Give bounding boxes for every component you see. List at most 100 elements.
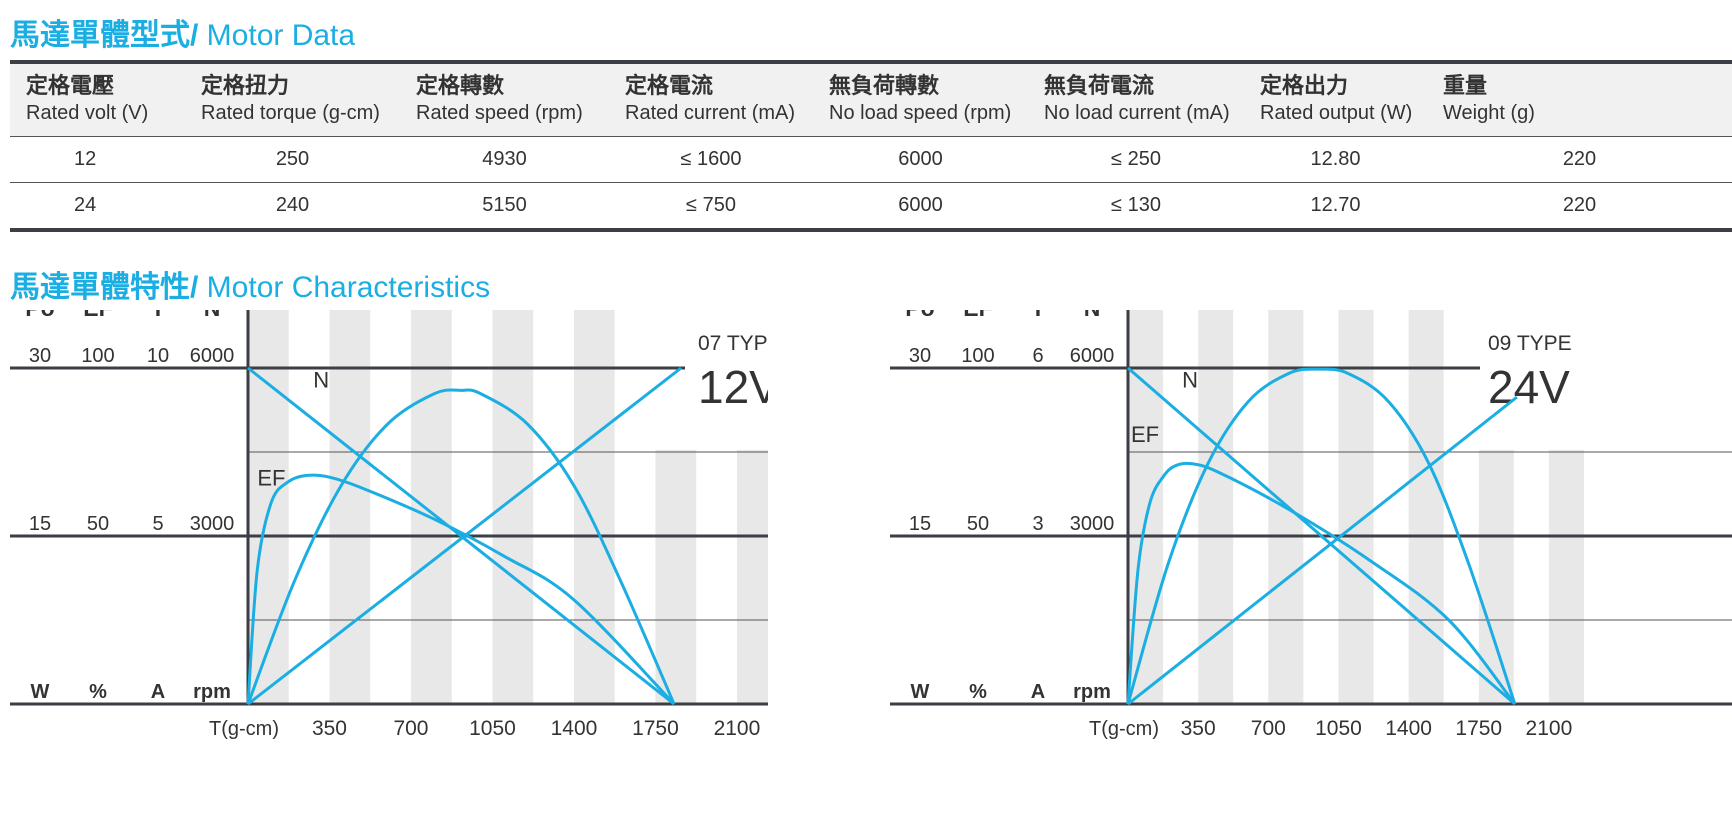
x-axis-label: T(g-cm) [209, 718, 279, 740]
table-header: 定格出力 Rated output (W) [1244, 60, 1427, 137]
series-line-ef [246, 473, 676, 706]
header-label-zh: 重量 [1443, 73, 1488, 98]
x-tick-label: 700 [393, 717, 428, 740]
table-cell: 220 [1427, 182, 1732, 232]
axis-mid-value: 3 [1032, 513, 1043, 535]
axis-top-value: 10 [147, 345, 169, 367]
header-label-en: No load current (mA) [1044, 102, 1230, 124]
header-label-en: Rated speed (rpm) [416, 102, 583, 124]
axis-top-value: 6 [1032, 345, 1043, 367]
grid-stripe [1548, 450, 1584, 704]
axis-top-value: 6000 [1070, 345, 1115, 367]
header-label-en: Rated volt (V) [26, 102, 149, 124]
header-label-en: Rated output (W) [1260, 102, 1413, 124]
axis-unit: W [911, 681, 930, 703]
table-cell: 5150 [400, 182, 609, 232]
table-cell: 24 [10, 182, 185, 232]
series-label-n: N [1182, 368, 1198, 393]
table-cell: 12.80 [1244, 136, 1427, 183]
axis-unit: % [969, 681, 987, 703]
table-header: 無負荷轉數 No load speed (rpm) [813, 60, 1028, 137]
axis-mid-value: 50 [87, 513, 109, 535]
header-label-zh: 無負荷轉數 [829, 73, 940, 98]
table-header: 定格轉數 Rated speed (rpm) [400, 60, 609, 137]
x-tick-label: 2100 [714, 717, 761, 740]
table-header: 定格電壓 Rated volt (V) [10, 60, 185, 137]
motor-characteristics-title: 馬達單體特性/ Motor Characteristics [10, 262, 490, 306]
table-cell: ≤ 750 [609, 182, 813, 232]
axis-header-i: I [155, 310, 161, 321]
grid-stripe [1198, 310, 1234, 704]
axis-header-i: I [1035, 310, 1041, 321]
series-label-ef: EF [257, 466, 285, 491]
axis-top-value: 30 [29, 345, 51, 367]
table-cell: ≤ 250 [1028, 136, 1244, 183]
table-header: 定格電流 Rated current (mA) [609, 60, 813, 137]
plot-stripes [248, 310, 768, 704]
voltage-label: 12V [698, 361, 768, 413]
motor-data-title: 馬達單體型式/ Motor Data [10, 10, 355, 54]
axis-top-value: 6000 [190, 345, 235, 367]
header-label-zh: 定格電流 [625, 73, 714, 98]
grid-stripe [655, 450, 697, 704]
header-label-en: Weight (g) [1443, 102, 1535, 124]
series-line-n [247, 366, 676, 706]
motor-data-table: 定格電壓 Rated volt (V) 定格扭力 Rated torque (g-cm… [10, 60, 1732, 232]
axis-header-po: Po [25, 310, 54, 321]
series-label-ef: EF [1131, 422, 1159, 447]
x-tick-label: 350 [1181, 717, 1216, 740]
axis-mid-value: 5 [152, 513, 163, 535]
grid-stripe [1478, 450, 1514, 704]
motor-data-title-zh: 馬達單體型式/ [10, 19, 199, 52]
grid-stripe [492, 310, 534, 704]
table-cell: 6000 [813, 136, 1028, 183]
header-label-zh: 定格扭力 [201, 73, 290, 98]
axis-mid-value: 3000 [190, 513, 235, 535]
table-row: 24 240 5150 ≤ 750 6000 ≤ 130 12.70 220 [10, 182, 1732, 232]
type-label: 07 TYPE [698, 332, 768, 355]
table-cell: 12 [10, 136, 185, 183]
grid-stripe [329, 310, 371, 704]
grid-stripe [736, 450, 768, 704]
axis-header-po: Po [905, 310, 934, 321]
header-label-en: Rated current (mA) [625, 102, 796, 124]
voltage-label: 24V [1488, 361, 1570, 413]
series-line-ef [1126, 461, 1517, 705]
series-line-po [1126, 367, 1517, 705]
series-line-n [1127, 366, 1516, 706]
table-row: 12 250 4930 ≤ 1600 6000 ≤ 250 12.80 220 [10, 136, 1732, 183]
type-label: 09 TYPE [1488, 332, 1572, 355]
x-tick-label: 1050 [469, 717, 516, 740]
axis-header-n: N [204, 310, 221, 321]
axis-mid-value: 15 [909, 513, 931, 535]
x-tick-label: 1750 [1455, 717, 1502, 740]
x-tick-label: 1400 [1385, 717, 1432, 740]
table-header: 無負荷電流 No load current (mA) [1028, 60, 1244, 137]
motor-characteristics-title-en: Motor Characteristics [198, 271, 491, 304]
header-label-zh: 定格電壓 [26, 73, 115, 98]
axis-header-n: N [1084, 310, 1101, 321]
table-cell: 4930 [400, 136, 609, 183]
axis-unit: A [151, 681, 165, 703]
x-tick-label: 350 [312, 717, 347, 740]
table-cell: 220 [1427, 136, 1732, 183]
axis-top-value: 30 [909, 345, 931, 367]
axis-top-value: 100 [81, 345, 114, 367]
grid-stripe [410, 310, 452, 704]
axis-unit: % [89, 681, 107, 703]
header-label-en: Rated torque (g-cm) [201, 102, 380, 124]
series-line-i [1127, 395, 1518, 706]
table-cell: ≤ 1600 [609, 136, 813, 183]
table-cell: ≤ 130 [1028, 182, 1244, 232]
header-label-zh: 定格轉數 [416, 73, 505, 98]
x-tick-label: 2100 [1526, 717, 1573, 740]
x-tick-label: 1400 [551, 717, 598, 740]
axis-unit: A [1031, 681, 1045, 703]
x-tick-label: 700 [1251, 717, 1286, 740]
axis-unit: rpm [193, 681, 231, 703]
axis-mid-value: 15 [29, 513, 51, 535]
series-label-n: N [313, 368, 329, 393]
table-cell: 250 [185, 136, 400, 183]
